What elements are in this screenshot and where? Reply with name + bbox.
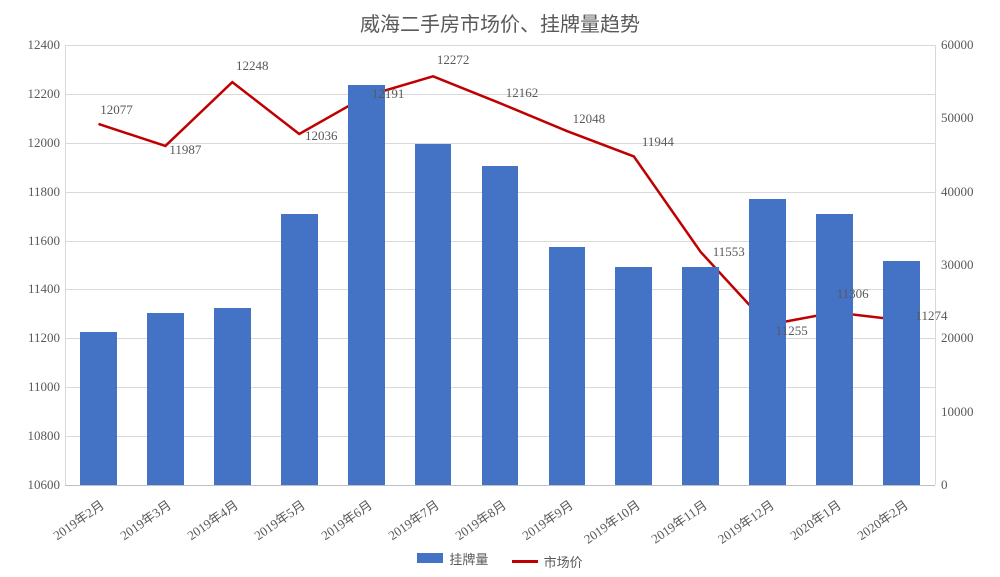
y-left-tick-label: 11200 [5,330,60,346]
y-left-tick-label: 11400 [5,281,60,297]
chart-title: 威海二手房市场价、挂牌量趋势 [0,8,1000,37]
bar [80,332,117,485]
x-tick-label: 2019年11月 [646,495,710,548]
chart: 威海二手房市场价、挂牌量趋势 挂牌量 市场价 10600 10800 11000 11… [0,0,1000,577]
x-tick-label: 2019年7月 [384,495,443,544]
line-data-label: 12036 [305,128,338,144]
bar [147,313,184,485]
line-data-label: 11306 [837,286,869,302]
line-data-label: 12162 [506,85,539,101]
y-right-tick-label: 20000 [941,330,996,346]
y-left-tick-label: 11800 [5,184,60,200]
y-right-tick-label: 10000 [941,404,996,420]
bar [615,267,652,485]
y-left-tick-label: 10800 [5,428,60,444]
plot-area [65,45,935,485]
x-tick-label: 2020年2月 [852,495,911,544]
line-data-label: 12048 [573,111,606,127]
bar [214,308,251,485]
x-tick-label: 2020年1月 [785,495,844,544]
legend-item-bars: 挂牌量 [417,549,488,568]
y-axis-right-border [935,45,936,485]
y-left-tick-label: 11600 [5,233,60,249]
y-right-tick-label: 40000 [941,184,996,200]
bar [749,199,786,485]
line-data-label: 11987 [169,142,201,158]
x-tick-label: 2019年3月 [116,495,175,544]
y-right-tick-label: 50000 [941,110,996,126]
line-data-label: 12248 [236,58,269,74]
x-tick-label: 2019年2月 [49,495,108,544]
legend-swatch-line [512,560,538,563]
legend-label-line: 市场价 [544,552,583,571]
y-right-tick-label: 0 [941,477,996,493]
line-data-label: 12272 [437,52,470,68]
x-tick-label: 2019年6月 [317,495,376,544]
x-tick-label: 2019年10月 [579,495,643,548]
line-data-label: 12077 [100,102,133,118]
line-data-label: 11944 [642,134,674,150]
x-tick-label: 2019年9月 [518,495,577,544]
y-left-tick-label: 12200 [5,86,60,102]
legend-label-bars: 挂牌量 [449,549,488,568]
gridline [65,485,935,486]
y-left-tick-label: 12000 [5,135,60,151]
legend-item-line: 市场价 [512,552,583,571]
bar [348,85,385,485]
bar [415,144,452,485]
y-left-tick-label: 11000 [5,379,60,395]
line-data-label: 11553 [713,244,745,260]
x-tick-label: 2019年8月 [451,495,510,544]
bar [482,166,519,485]
y-right-tick-label: 30000 [941,257,996,273]
line-data-label: 11255 [776,323,808,339]
bar [682,267,719,485]
legend-swatch-bar [417,553,443,563]
x-tick-label: 2019年5月 [250,495,309,544]
bar [549,247,586,485]
y-right-tick-label: 60000 [941,37,996,53]
y-left-tick-label: 10600 [5,477,60,493]
line-data-label: 12191 [372,86,405,102]
y-left-tick-label: 12400 [5,37,60,53]
bar [281,214,318,485]
x-tick-label: 2019年12月 [713,495,777,548]
bar [816,214,853,485]
bar [883,261,920,485]
legend: 挂牌量 市场价 [0,549,1000,572]
x-tick-label: 2019年4月 [183,495,242,544]
line-data-label: 11274 [916,308,948,324]
